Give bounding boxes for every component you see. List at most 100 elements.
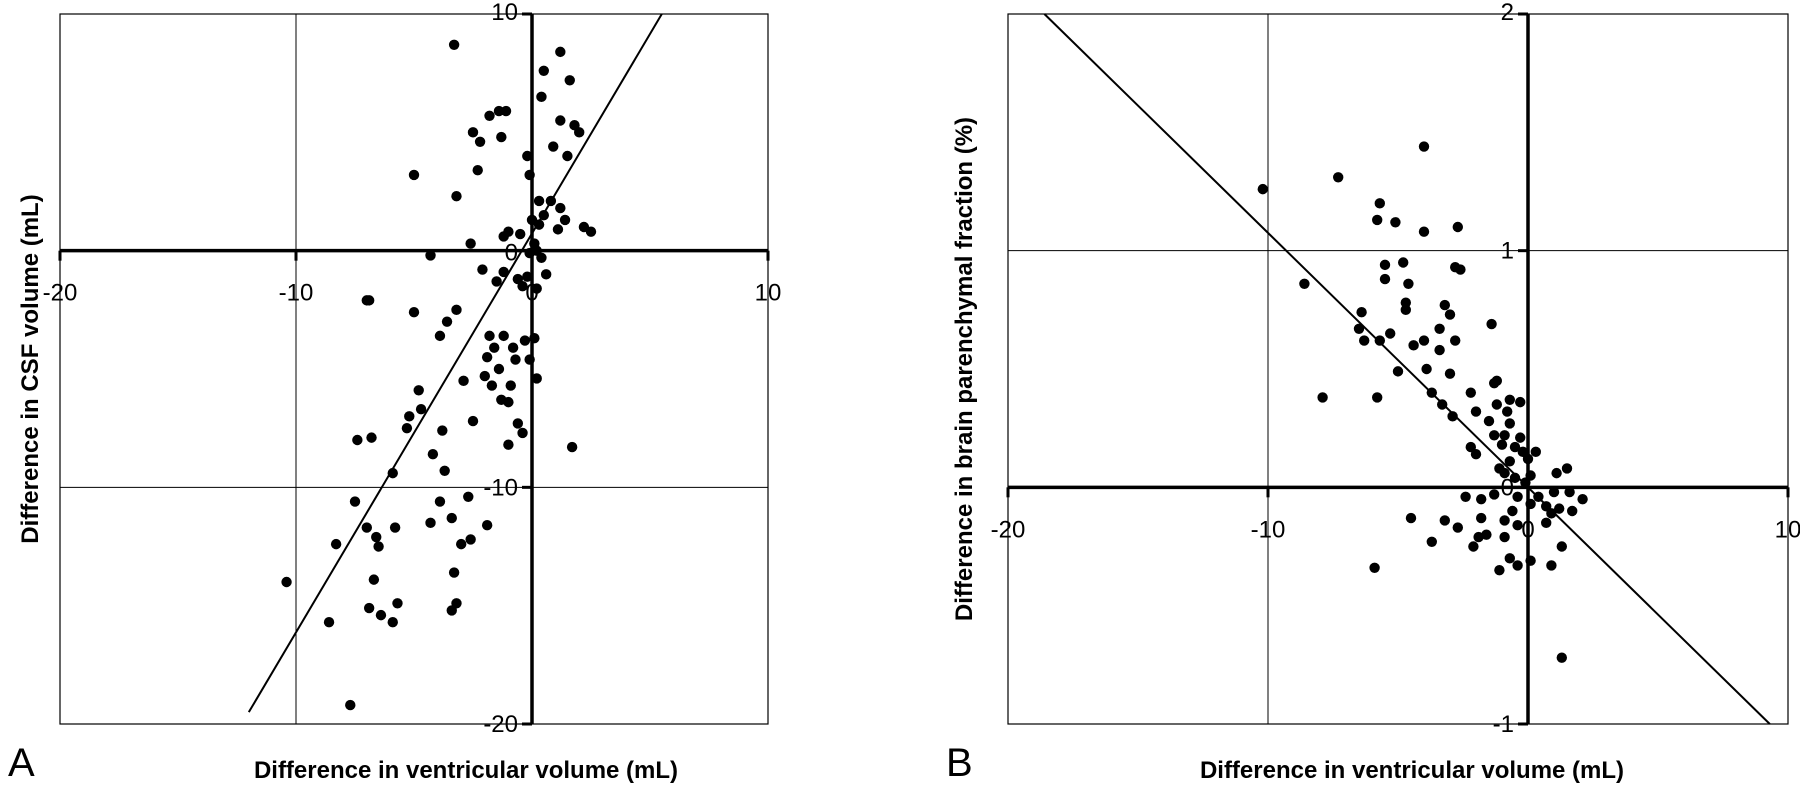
- data-point: [1398, 257, 1409, 268]
- data-point: [456, 538, 467, 550]
- data-point: [472, 165, 483, 176]
- data-point: [441, 316, 453, 327]
- data-point: [545, 195, 557, 207]
- data-point: [408, 307, 420, 318]
- x-tick-label: 0: [1521, 516, 1534, 543]
- data-point: [1455, 264, 1466, 275]
- data-point: [529, 333, 540, 344]
- data-point: [1556, 541, 1568, 552]
- data-point: [352, 434, 363, 446]
- data-point: [1444, 309, 1456, 320]
- data-point: [522, 150, 533, 162]
- data-point: [1504, 553, 1516, 564]
- data-point: [425, 517, 436, 529]
- data-point: [463, 491, 474, 502]
- data-point: [448, 567, 460, 578]
- data-point: [1504, 394, 1516, 405]
- data-point: [1546, 560, 1557, 571]
- data-point: [1504, 418, 1516, 429]
- data-point: [540, 269, 552, 280]
- y-tick-label: 2: [1501, 0, 1514, 26]
- plot-frame: [59, 13, 769, 725]
- data-point: [1541, 517, 1552, 529]
- data-point: [496, 131, 507, 143]
- data-point: [503, 396, 514, 408]
- data-point: [524, 354, 535, 365]
- data-point: [1439, 515, 1451, 526]
- data-point: [1369, 562, 1380, 573]
- data-point: [1525, 498, 1536, 510]
- data-point: [1520, 477, 1531, 488]
- data-point: [1356, 307, 1367, 318]
- data-point: [1489, 378, 1500, 389]
- data-point: [498, 266, 509, 278]
- data-point: [515, 228, 526, 240]
- data-point: [361, 522, 372, 533]
- data-point: [1353, 323, 1365, 334]
- data-point: [363, 602, 375, 614]
- data-point: [1561, 463, 1573, 474]
- data-point: [555, 46, 566, 58]
- trendline: [1043, 13, 1771, 725]
- data-point: [1317, 392, 1328, 403]
- data-point: [1379, 259, 1391, 271]
- data-point: [489, 342, 500, 353]
- data-point: [1548, 486, 1560, 498]
- data-point: [517, 427, 528, 439]
- data-point: [415, 404, 427, 415]
- data-point: [1403, 278, 1414, 289]
- data-point: [564, 75, 575, 86]
- data-point: [1551, 467, 1562, 479]
- data-point: [330, 538, 342, 550]
- data-point: [486, 380, 498, 391]
- x-tick-label: 10: [1775, 516, 1800, 543]
- data-point: [1499, 515, 1510, 526]
- data-point: [368, 574, 380, 585]
- data-point: [408, 169, 420, 181]
- data-point: [1426, 536, 1438, 547]
- data-point: [1390, 217, 1401, 228]
- data-point: [448, 39, 460, 50]
- data-point: [484, 330, 495, 342]
- data-point: [1512, 560, 1523, 571]
- data-point: [522, 271, 533, 282]
- y-tick-label: 1: [1501, 238, 1514, 265]
- data-point: [1473, 531, 1484, 543]
- data-point: [1468, 541, 1479, 552]
- y-axis-title: Difference in CSF volume (mL): [17, 194, 44, 543]
- plot-frame: [1007, 13, 1789, 725]
- data-point: [413, 385, 424, 396]
- x-axis-title: Difference in ventricular volume (mL): [254, 757, 678, 784]
- data-point: [404, 411, 415, 422]
- data-point: [439, 465, 450, 476]
- data-point: [1447, 411, 1458, 422]
- data-point: [1522, 453, 1534, 465]
- data-point: [1489, 430, 1500, 441]
- data-point: [548, 141, 559, 152]
- data-point: [1333, 172, 1344, 183]
- data-point: [1460, 491, 1471, 502]
- data-point: [1525, 555, 1536, 566]
- data-point: [392, 598, 403, 609]
- data-point: [375, 609, 387, 621]
- data-point: [1400, 304, 1412, 316]
- data-point: [1470, 449, 1482, 460]
- data-point: [1418, 141, 1430, 152]
- y-axis-title: Difference in brain parenchymal fraction…: [951, 117, 978, 621]
- data-point: [536, 91, 547, 103]
- data-point: [1499, 430, 1510, 441]
- data-point: [434, 496, 446, 507]
- data-point: [361, 295, 372, 306]
- panel-label: B: [946, 741, 973, 785]
- data-point: [1476, 493, 1487, 505]
- data-point: [517, 280, 528, 292]
- data-point: [1481, 529, 1492, 540]
- data-point: [1470, 406, 1482, 417]
- data-point: [389, 522, 401, 533]
- data-point: [387, 617, 398, 628]
- y-tick-label: -20: [483, 711, 518, 738]
- data-point: [434, 330, 446, 342]
- data-point: [1546, 508, 1557, 519]
- x-tick-label: -20: [43, 280, 78, 307]
